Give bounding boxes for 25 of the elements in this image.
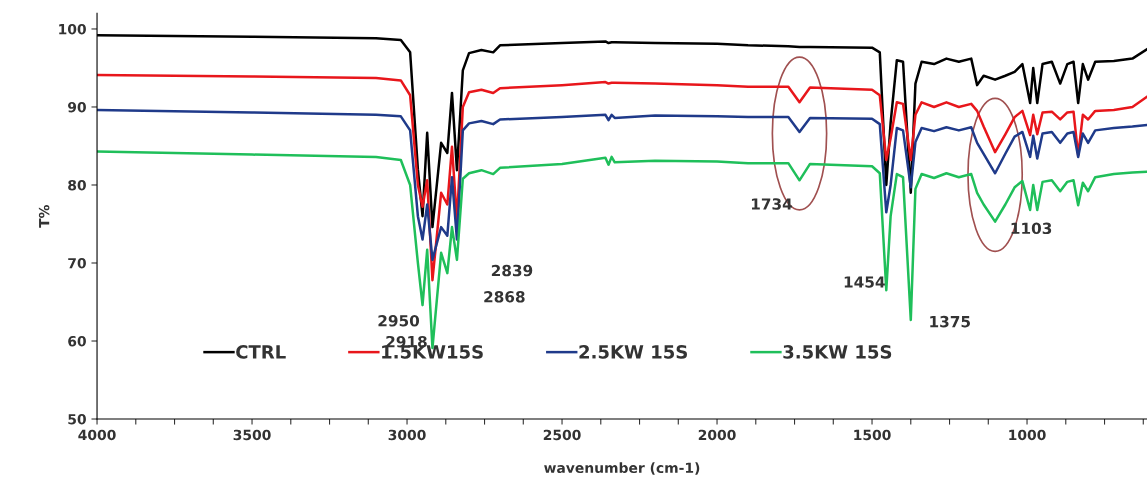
- x-tick-label: 3000: [388, 429, 426, 441]
- legend-label: CTRL: [236, 345, 286, 359]
- annotation: 2868: [484, 291, 525, 303]
- annotation: 1734: [751, 198, 793, 210]
- x-tick-label: 1500: [854, 429, 891, 441]
- y-tick-label: 60: [68, 335, 86, 347]
- legend-label: 2.5KW 15S: [579, 345, 687, 359]
- y-tick-label: 100: [59, 23, 86, 35]
- x-tick-label: 3500: [233, 429, 271, 441]
- annotation: 2950: [378, 315, 420, 327]
- x-tick-label: 2000: [698, 429, 736, 441]
- x-tick-label: 2500: [543, 429, 581, 441]
- annotation: 2839: [491, 264, 533, 277]
- x-axis-title: wavenumber (cm-1): [544, 462, 700, 475]
- legend-label: 3.5KW 15S: [783, 345, 892, 359]
- annotation: 1454: [844, 276, 885, 288]
- annotation: 1375: [930, 315, 970, 328]
- line-series: [97, 108, 1147, 262]
- y-tick-label: 70: [68, 257, 86, 269]
- y-tick-label: 80: [68, 179, 86, 191]
- x-tick-label: 4000: [78, 429, 116, 441]
- y-tick-label: 90: [68, 101, 86, 113]
- y-tick-label: 50: [68, 413, 86, 425]
- y-axis-title: T%: [38, 204, 50, 228]
- x-tick-label: 1000: [1009, 429, 1046, 441]
